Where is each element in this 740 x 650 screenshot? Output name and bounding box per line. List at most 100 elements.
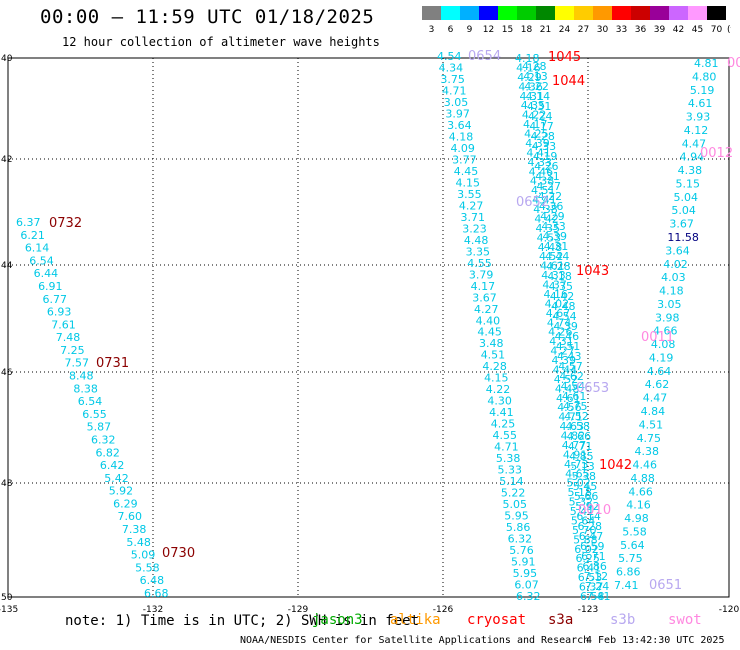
track-d-value: 6.86	[616, 566, 641, 579]
longitude-tick-label: -126	[433, 605, 454, 615]
track-c-value: 4.61	[562, 390, 587, 403]
legend-jason3: jason3	[312, 612, 363, 628]
latitude-tick-label: 44	[1, 261, 13, 271]
colorbar-swatch	[612, 6, 631, 20]
track-b-value: 6.41	[577, 562, 602, 575]
colorbar-swatch	[517, 6, 536, 20]
track-a-value: 5.95	[504, 510, 528, 523]
track-c-value: 4.17	[529, 120, 554, 133]
track-left-value: 5.09	[131, 549, 156, 562]
track-left-value: 5.42	[104, 472, 129, 485]
track-d-value: 4.38	[678, 164, 703, 177]
track-b-value: 4.37	[542, 279, 567, 292]
track-left-value: 5.58	[135, 561, 160, 574]
pass-id-label: 1045	[548, 50, 581, 65]
track-b-value: 4.38	[530, 175, 555, 188]
track-a-value: 4.28	[482, 360, 507, 373]
track-b-value: 4.27	[550, 345, 575, 358]
track-b-value: 4.39	[525, 137, 550, 150]
track-b-value: 4.39	[551, 354, 576, 367]
track-b-value: 5.64	[571, 514, 596, 527]
track-b-value: 4.48	[555, 382, 580, 395]
track-a-value: 4.45	[454, 165, 479, 178]
track-left-value: 6.82	[95, 446, 120, 459]
track-a-value: 5.22	[501, 487, 525, 500]
track-b-value: 4.26	[548, 326, 573, 339]
track-b-value: 4.17	[523, 118, 548, 131]
track-a-value: 6.07	[514, 579, 539, 592]
colorbar-swatch	[422, 6, 441, 20]
track-left-value: 6.54	[78, 395, 103, 408]
track-a-value: 5.86	[506, 521, 531, 534]
track-a-value: 4.51	[481, 349, 506, 362]
track-c-value: 6.47	[579, 530, 604, 543]
map-subtitle: 12 hour collection of altimeter wave hei…	[62, 35, 380, 49]
track-b-value: 4.25	[524, 128, 549, 141]
track-a-value: 4.55	[492, 429, 517, 442]
track-a-value: 4.54	[437, 50, 462, 63]
track-b-value: 5.18	[567, 486, 592, 499]
track-b-value: 4.48	[538, 241, 563, 254]
track-a-value: 4.27	[459, 199, 484, 212]
track-c-value: 4.44	[545, 250, 570, 263]
track-a-value: 4.48	[464, 234, 489, 247]
track-a-value: 5.38	[496, 452, 521, 465]
track-a-value: 6.32	[508, 533, 532, 546]
track-a-value: 4.45	[477, 326, 502, 339]
latitude-tick-label: 42	[1, 155, 12, 165]
track-d-value: 4.75	[637, 432, 662, 445]
longitude-tick-label: -120	[719, 605, 740, 615]
colorbar-label: 70	[711, 25, 723, 35]
track-d-value: 4.38	[635, 445, 660, 458]
track-left-value: 6.29	[113, 497, 138, 510]
track-a-value: 3.97	[445, 107, 470, 120]
track-c-value: 4.26	[534, 160, 559, 173]
track-a-value: 4.41	[489, 406, 514, 419]
track-left-value: 6.55	[82, 408, 107, 421]
track-d-value: 4.98	[624, 512, 649, 525]
colorbar-swatch	[631, 6, 650, 20]
pass-id-label: 0652	[516, 195, 549, 210]
track-left-value: 7.61	[51, 318, 76, 331]
track-b-value: 4.44	[553, 363, 578, 376]
track-b-value: 5.41	[570, 505, 595, 518]
track-b-value: 4.33	[541, 269, 566, 282]
track-a-value: 3.05	[444, 96, 469, 109]
pass-id-label: 0651	[649, 578, 682, 593]
colorbar-swatch	[498, 6, 517, 20]
pass-id-label: 0010	[578, 503, 611, 518]
track-a-value: 3.71	[461, 211, 486, 224]
track-a-value: 5.76	[509, 544, 534, 557]
track-c-value: 4.31	[535, 170, 560, 183]
track-a-value: 3.75	[440, 73, 465, 86]
track-b-value: 5.70	[572, 524, 597, 537]
track-c-value: 7.41	[586, 590, 611, 603]
track-d-value: 5.15	[676, 177, 701, 190]
track-b-value: 4.74	[547, 316, 572, 329]
track-d-value: 4.61	[688, 97, 713, 110]
track-left-value: 8.38	[73, 382, 98, 395]
track-c-value: 4.14	[526, 90, 551, 103]
track-b-value: 4.16	[516, 61, 541, 74]
track-left-value: 6.68	[144, 587, 169, 600]
track-d-value: 4.03	[661, 271, 686, 284]
track-c-value: 5.66	[574, 490, 599, 503]
legend-s3a: s3a	[548, 612, 574, 628]
track-c-value: 4.75	[563, 400, 588, 413]
track-c-value: 4.85	[569, 450, 594, 463]
colorbar-label: 9	[467, 25, 473, 35]
colorbar-label: 21	[540, 25, 551, 35]
colorbar-label: 27	[578, 25, 589, 35]
track-a-value: 4.15	[484, 372, 509, 385]
pass-id-label: 0730	[162, 546, 195, 561]
track-c-value: 4.28	[530, 130, 555, 143]
track-b-value: 4.33	[528, 156, 553, 169]
track-a-value: 4.34	[439, 61, 464, 74]
track-c-value: 4.57	[558, 360, 583, 373]
track-b-value: 4.02	[545, 297, 570, 310]
track-d-value: 5.58	[622, 525, 647, 538]
track-c-value: 4.35	[549, 280, 574, 293]
track-c-value: 6.86	[582, 560, 607, 573]
track-b-value: 4.16	[544, 288, 569, 301]
track-b-value: 4.77	[562, 439, 587, 452]
